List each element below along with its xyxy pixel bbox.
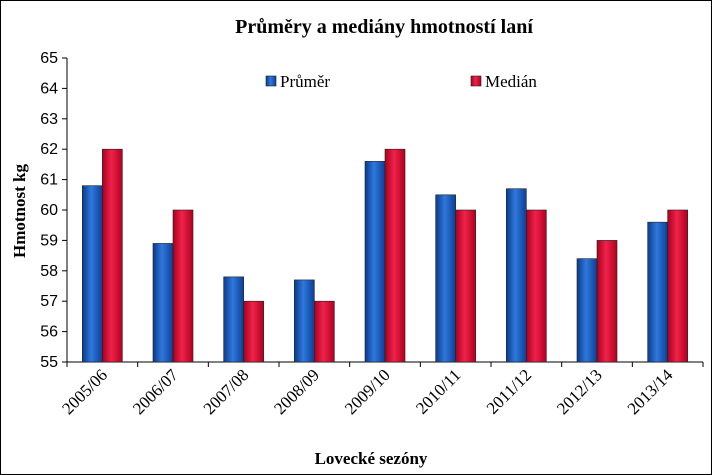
- x-category-label: 2007/08: [200, 365, 253, 418]
- bar-series-1: [152, 243, 174, 363]
- legend: Průměr Medián: [265, 72, 537, 91]
- legend-swatch-1: [265, 75, 277, 87]
- bar-series-1: [364, 161, 386, 363]
- y-tick-label: 57: [40, 293, 58, 310]
- y-tick-label: 60: [40, 202, 58, 219]
- x-category-label: 2009/10: [341, 365, 394, 418]
- y-tick-label: 62: [40, 141, 58, 158]
- bar-series-2: [526, 209, 547, 363]
- bar-series-2: [172, 209, 194, 363]
- y-tick-label: 64: [40, 80, 58, 97]
- bar-series-2: [667, 209, 688, 363]
- legend-label-1: Průměr: [280, 72, 330, 91]
- chart-title: Průměry a mediány hmotností laní: [235, 16, 533, 38]
- x-category-label: 2010/11: [412, 365, 464, 417]
- bar-series-1: [506, 188, 527, 363]
- y-tick-label: 63: [40, 111, 58, 128]
- bar-series-2: [384, 148, 406, 363]
- y-tick-label: 56: [40, 324, 58, 341]
- x-category-label: 2006/07: [129, 365, 182, 418]
- bar-series-1: [576, 258, 598, 363]
- x-axis-title: Lovecké sezóny: [315, 449, 428, 468]
- y-axis-title: Hmotnost kg: [10, 164, 29, 258]
- y-tick-label: 59: [40, 232, 58, 249]
- bar-series-2: [455, 209, 476, 363]
- bar-series-1: [647, 221, 668, 363]
- x-category-label: 2005/06: [58, 365, 111, 418]
- y-tick-label: 55: [40, 354, 58, 371]
- x-category-label: 2013/14: [624, 365, 677, 418]
- bar-series-1: [223, 276, 244, 363]
- bar-series-2: [102, 148, 123, 363]
- plot-area: 55 56 57 58 59 60 61 62 63 64 65 2005/06 2006/07 2007…: [40, 50, 704, 418]
- bar-series-2: [314, 300, 335, 363]
- legend-swatch-2: [470, 75, 482, 87]
- bar-series-1: [82, 185, 103, 363]
- legend-label-2: Medián: [485, 72, 537, 91]
- bar-series-1: [294, 279, 315, 363]
- bar-series-2: [596, 240, 618, 363]
- bar-series-1: [435, 194, 456, 363]
- x-category-label: 2012/13: [553, 365, 606, 418]
- y-tick-label: 61: [40, 172, 58, 189]
- x-category-label: 2008/09: [270, 365, 323, 418]
- y-tick-label: 58: [40, 263, 58, 280]
- bar-series-2: [243, 300, 264, 363]
- y-tick-label: 65: [40, 50, 58, 67]
- x-category-label: 2011/12: [483, 365, 535, 417]
